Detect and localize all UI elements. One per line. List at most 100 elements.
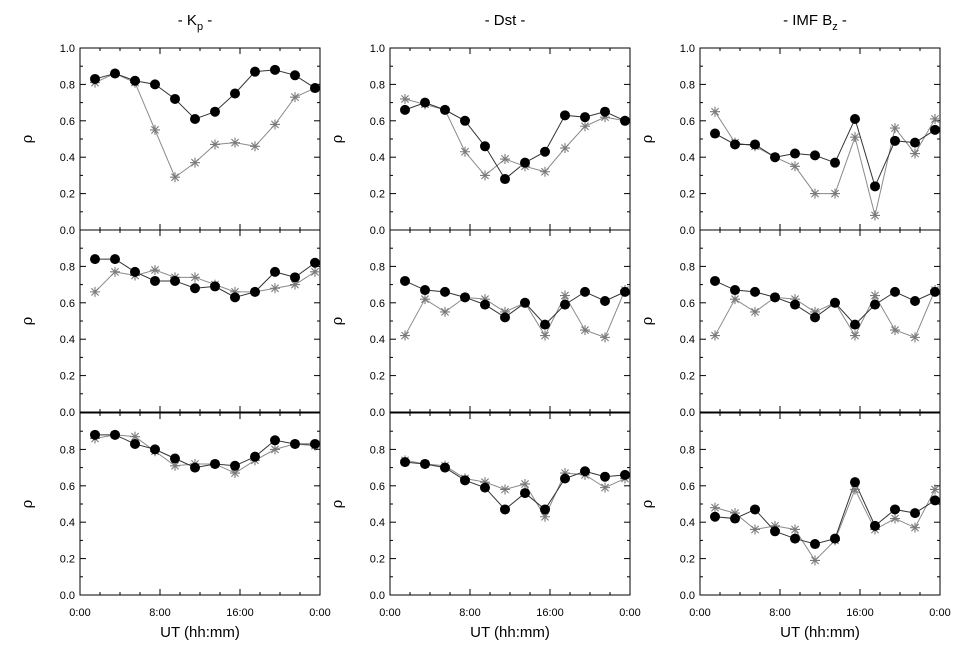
star-point — [790, 524, 800, 535]
x-axis-label: UT (hh:mm) — [780, 624, 860, 641]
y-tick-label: 0.0 — [680, 590, 695, 602]
chart-column-2: - Dst -0.00.20.40.60.81.0ρ0.00.20.40.60.… — [328, 12, 641, 641]
star-point — [310, 266, 320, 277]
star-point — [770, 520, 780, 531]
star-point — [440, 306, 450, 317]
dot-point — [290, 70, 300, 81]
y-axis-label: ρ — [638, 316, 656, 325]
series-line-stars — [404, 459, 626, 518]
series-line-stars — [404, 289, 626, 339]
plot-frame — [389, 229, 631, 413]
y-tick-label: 0.8 — [370, 444, 385, 456]
dot-point — [580, 112, 590, 123]
dot-point — [400, 457, 410, 468]
y-tick-label: 0.8 — [680, 261, 695, 273]
y-tick-label: 0.6 — [680, 481, 695, 493]
dot-point — [190, 283, 200, 294]
y-tick-label: 0.8 — [370, 261, 385, 273]
dot-point — [230, 292, 240, 303]
plot-frame — [699, 229, 941, 413]
star-point — [730, 508, 740, 519]
dot-point — [870, 299, 880, 310]
plot-frame — [699, 412, 941, 596]
dot-point — [810, 312, 820, 323]
star-point — [810, 188, 820, 199]
y-tick-label: 0.2 — [680, 554, 695, 566]
x-tick-label: 0:00 — [309, 607, 330, 619]
dot-point — [810, 150, 820, 161]
star-point — [480, 477, 490, 488]
dot-point — [750, 504, 760, 515]
y-tick-label: 0.8 — [60, 261, 75, 273]
star-point — [170, 172, 180, 183]
star-point — [290, 92, 300, 103]
dot-point — [710, 275, 720, 286]
y-tick-label: 0.0 — [370, 407, 385, 419]
y-tick-label: 0.8 — [60, 444, 75, 456]
x-tick-label: 0:00 — [619, 607, 640, 619]
y-tick-label: 0.6 — [370, 116, 385, 128]
dot-point — [560, 299, 570, 310]
dot-point — [480, 299, 490, 310]
dot-point — [910, 508, 920, 519]
series-line-dots — [404, 280, 626, 326]
star-point — [190, 157, 200, 168]
dot-point — [750, 139, 760, 150]
x-tick-label: 0:00 — [69, 607, 90, 619]
star-point — [170, 460, 180, 471]
star-point — [560, 290, 570, 301]
dot-point — [790, 533, 800, 544]
y-tick-label: 0.4 — [370, 152, 385, 164]
star-point — [150, 265, 160, 276]
dot-point — [620, 115, 630, 126]
dot-point — [130, 266, 140, 277]
dot-point — [420, 97, 430, 108]
star-point — [460, 146, 470, 157]
dot-point — [890, 504, 900, 515]
dot-point — [750, 286, 760, 297]
dot-point — [310, 83, 320, 94]
plot-frame — [389, 47, 631, 231]
dot-point — [560, 110, 570, 121]
star-point — [710, 502, 720, 513]
y-tick-label: 0.0 — [60, 225, 75, 237]
dot-point — [730, 139, 740, 150]
dot-point — [130, 75, 140, 86]
dot-point — [770, 292, 780, 303]
dot-point — [910, 137, 920, 148]
star-point — [540, 330, 550, 341]
star-point — [400, 330, 410, 341]
y-tick-label: 0.8 — [680, 79, 695, 91]
dot-point — [400, 104, 410, 115]
dot-point — [830, 157, 840, 168]
dot-point — [520, 297, 530, 308]
dot-point — [110, 254, 120, 265]
series-line-dots — [714, 280, 936, 326]
dot-point — [560, 473, 570, 484]
dot-point — [600, 106, 610, 117]
dot-point — [420, 458, 430, 469]
star-point — [750, 306, 760, 317]
dot-point — [270, 266, 280, 277]
dot-point — [830, 297, 840, 308]
star-point — [480, 170, 490, 181]
star-point — [890, 123, 900, 134]
dot-point — [540, 319, 550, 330]
dot-point — [850, 477, 860, 488]
star-point — [90, 286, 100, 297]
column-title-main: - Dst - — [485, 12, 526, 29]
dot-point — [110, 429, 120, 440]
dot-point — [730, 513, 740, 524]
dot-point — [600, 295, 610, 306]
y-tick-label: 0.8 — [60, 79, 75, 91]
column-title-suffix: - — [838, 12, 847, 29]
dot-point — [190, 462, 200, 473]
star-point — [130, 431, 140, 442]
y-tick-label: 0.4 — [370, 334, 385, 346]
star-point — [890, 513, 900, 524]
y-tick-label: 0.0 — [370, 590, 385, 602]
dot-point — [460, 115, 470, 126]
star-point — [500, 306, 510, 317]
star-point — [560, 468, 570, 479]
dot-point — [460, 475, 470, 486]
